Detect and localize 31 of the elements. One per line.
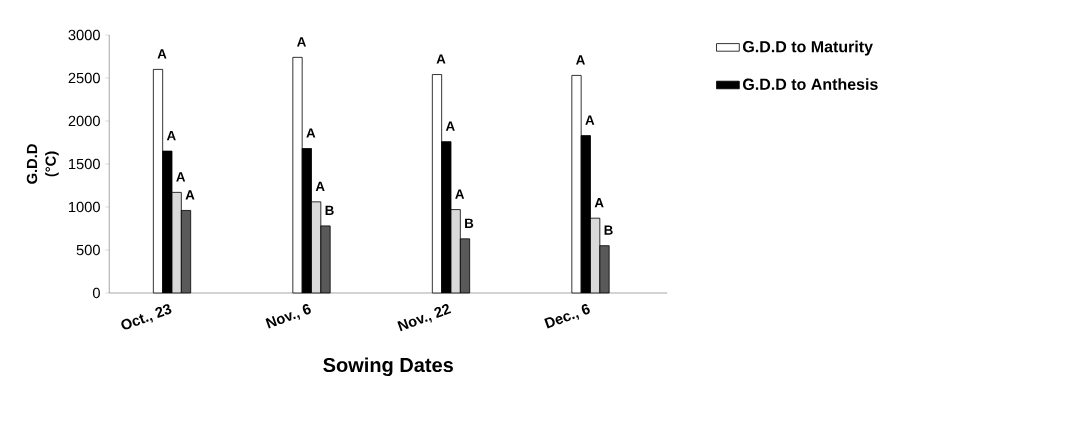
data-label: A — [166, 130, 176, 141]
y-tick-label: 500 — [76, 244, 100, 256]
data-label: A — [455, 189, 465, 199]
y-tick-label: 1500 — [69, 158, 100, 170]
data-label: B — [325, 205, 334, 215]
legend-label: G.D.D to Maturity — [743, 40, 873, 56]
x-tick-label: Nov., 22 — [397, 304, 452, 332]
x-tick-label: Dec., 6 — [544, 304, 590, 329]
data-label: A — [576, 55, 585, 65]
x-tick-label: Oct., 23 — [121, 304, 172, 330]
y-tick-label: 3000 — [68, 29, 100, 41]
data-label: A — [445, 121, 455, 131]
x-tick-label: Nov., 6 — [265, 304, 311, 329]
legend-label: G.D.D to Anthesis — [743, 78, 878, 90]
y-tick-label: 1000 — [69, 201, 100, 213]
y-axis-title: G.D.D (°C) — [26, 144, 59, 184]
data-label: A — [315, 181, 325, 191]
data-label: A — [436, 54, 446, 64]
data-label: A — [306, 128, 316, 138]
data-label: A — [157, 49, 167, 59]
y-tick-label: 2500 — [68, 72, 100, 84]
data-label: A — [585, 115, 595, 125]
data-label: A — [185, 190, 195, 200]
data-label: B — [604, 225, 613, 235]
y-tick-label: 0 — [92, 287, 100, 299]
y-tick-label: 2000 — [68, 115, 100, 127]
x-axis-title: Sowing Dates — [323, 357, 453, 377]
data-label: A — [176, 172, 186, 182]
data-label: A — [297, 37, 306, 47]
data-label: B — [465, 218, 474, 228]
data-label: A — [594, 198, 604, 208]
